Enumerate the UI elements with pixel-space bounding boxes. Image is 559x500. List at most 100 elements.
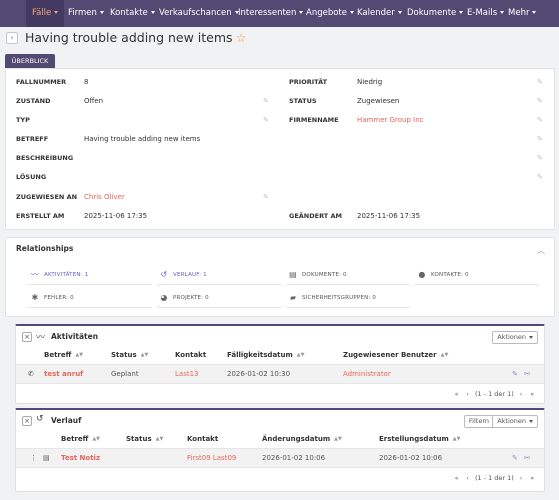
loesung-label: LÖSUNG: [16, 173, 47, 181]
prev-page-icon[interactable]: ‹: [466, 391, 469, 398]
nav-faelle[interactable]: Fälle: [26, 0, 65, 27]
tab-overview[interactable]: ÜBERBLICK: [5, 54, 55, 68]
nav-interessenten[interactable]: Interessenten: [238, 0, 304, 27]
prev-page-icon[interactable]: ‹: [466, 475, 469, 482]
sort-icon: ▲▼: [75, 352, 84, 358]
column-header-betreff[interactable]: Betreff ▲▼: [61, 435, 101, 443]
pagination: « ‹ (1 - 1 der 1) › »: [451, 474, 538, 482]
unlink-icon[interactable]: ⚯: [524, 454, 530, 462]
prioritaet-label: PRIORITÄT: [289, 78, 328, 86]
chevron-up-icon[interactable]: ︿: [537, 246, 545, 255]
kontakt-link[interactable]: First09 Last09: [187, 454, 237, 462]
title-bar: ‹ Having trouble adding new items ☆: [0, 27, 559, 51]
beschreibung-label: BESCHREIBUNG: [16, 154, 74, 162]
detail-panel: FALLNUMMER 8 ZUSTAND Offen ✎ TYP ✎ BETRE…: [5, 68, 555, 230]
rel-kontakte[interactable]: ● KONTAKTE: 0: [415, 267, 539, 285]
sort-icon: ▲▼: [440, 352, 449, 358]
pagination-label: (1 - 1 der 1): [474, 390, 514, 398]
edit-icon[interactable]: ✎: [512, 454, 518, 462]
next-page-icon[interactable]: ›: [519, 391, 523, 398]
fallnummer-label: FALLNUMMER: [16, 78, 67, 86]
nav-kontakte[interactable]: Kontakte: [110, 0, 155, 27]
nav-verkaufschancen[interactable]: Verkaufschancen: [159, 0, 239, 27]
erstellungsdatum-cell: 2026-01-02 10:06: [379, 454, 443, 462]
zugewiesen-link[interactable]: Chris Oliver: [84, 193, 125, 201]
chevron-down-icon: [459, 11, 464, 14]
rel-aktivitaeten[interactable]: 〰 AKTIVITÄTEN: 1: [28, 267, 152, 285]
column-header-erstellungsdatum[interactable]: Erstellungsdatum ▲▼: [379, 435, 461, 443]
betreff-link[interactable]: Test Notiz: [61, 454, 101, 462]
faelligkeitsdatum-cell: 2026-01-02 10:30: [227, 370, 291, 378]
edit-pencil-icon[interactable]: ✎: [537, 116, 543, 124]
nav-angebote[interactable]: Angebote: [306, 0, 354, 27]
bug-icon: ✱: [31, 293, 39, 302]
star-icon[interactable]: ☆: [235, 31, 247, 45]
betreff-label: BETREFF: [16, 135, 49, 143]
rel-fehler[interactable]: ✱ FEHLER: 0: [28, 290, 152, 308]
nav-dokumente[interactable]: Dokumente: [407, 0, 464, 27]
sort-icon: ▲▼: [296, 352, 305, 358]
rel-sicherheitsgruppen[interactable]: ▰ SICHERHEITSGRUPPEN: 0: [286, 290, 410, 308]
chevron-down-icon: [234, 11, 239, 14]
note-icon: ▤: [43, 454, 50, 462]
nav-mehr[interactable]: Mehr: [508, 0, 537, 27]
chevron-down-icon: [397, 11, 402, 14]
sort-icon: ▲▼: [155, 436, 164, 442]
column-header-kontakt: Kontakt: [187, 435, 219, 443]
status-value: Zugewiesen: [357, 97, 400, 105]
edit-pencil-icon[interactable]: ✎: [537, 135, 543, 143]
betreff-link[interactable]: test anruf: [44, 370, 84, 378]
sort-icon: ▲▼: [92, 436, 101, 442]
edit-pencil-icon[interactable]: ✎: [537, 78, 543, 86]
erstellt-value: 2025-11-06 17:35: [84, 212, 148, 220]
first-page-icon[interactable]: «: [454, 391, 459, 398]
last-page-icon[interactable]: »: [530, 475, 534, 482]
relationships-title: Relationships: [16, 244, 74, 253]
column-header-faelligkeitsdatum[interactable]: Fälligkeitsdatum ▲▼: [227, 351, 305, 359]
benutzer-link[interactable]: Administrator: [343, 370, 391, 378]
nav-firmen[interactable]: Firmen: [68, 0, 104, 27]
edit-pencil-icon[interactable]: ✎: [537, 173, 543, 181]
back-button[interactable]: ‹: [6, 32, 18, 44]
next-page-icon[interactable]: ›: [519, 475, 523, 482]
verlauf-subpanel: × ↺ Verlauf Filtern Aktionen Betreff ▲▼ S…: [15, 408, 545, 492]
aktionen-button[interactable]: Aktionen: [492, 415, 538, 428]
edit-pencil-icon[interactable]: ✎: [537, 97, 543, 105]
close-icon[interactable]: ×: [22, 332, 32, 342]
column-header-status[interactable]: Status ▲▼: [111, 351, 149, 359]
table-row: ⋮ ▤ Test Notiz First09 Last09 2026-01-02…: [16, 448, 544, 468]
edit-icon[interactable]: ✎: [512, 370, 518, 378]
last-page-icon[interactable]: »: [530, 391, 534, 398]
geaendert-value: 2025-11-06 17:35: [357, 212, 421, 220]
close-icon[interactable]: ×: [22, 416, 32, 426]
firmenname-link[interactable]: Hammer Group Inc: [357, 116, 424, 124]
chevron-down-icon: [532, 11, 537, 14]
aktionen-button[interactable]: Aktionen: [492, 331, 538, 344]
fallnummer-value: 8: [84, 78, 89, 86]
rel-dokumente[interactable]: ▤ DOKUMENTE: 0: [286, 267, 410, 285]
edit-pencil-icon[interactable]: ✎: [263, 193, 269, 201]
column-header-betreff[interactable]: Betreff ▲▼: [44, 351, 84, 359]
first-page-icon[interactable]: «: [454, 475, 459, 482]
status-label: STATUS: [289, 97, 317, 105]
column-header-zugewiesener-benutzer[interactable]: Zugewiesener Benutzer ▲▼: [343, 351, 449, 359]
sort-icon: ▲▼: [452, 436, 461, 442]
betreff-value: Having trouble adding new items: [84, 135, 201, 143]
sort-icon: ▲▼: [140, 352, 149, 358]
edit-pencil-icon[interactable]: ✎: [263, 116, 269, 124]
filtern-button[interactable]: Filtern: [463, 415, 494, 428]
geaendert-label: GEÄNDERT AM: [289, 212, 342, 220]
expand-icon[interactable]: ⋮: [30, 454, 37, 462]
rel-projekte[interactable]: ◕ PROJEKTE: 0: [157, 290, 281, 308]
rel-verlauf[interactable]: ↺ VERLAUF: 1: [157, 267, 281, 285]
subpanel-title: Aktivitäten: [51, 332, 99, 341]
edit-pencil-icon[interactable]: ✎: [263, 97, 269, 105]
zustand-value: Offen: [84, 97, 104, 105]
nav-kalender[interactable]: Kalender: [357, 0, 402, 27]
column-header-status[interactable]: Status ▲▼: [126, 435, 164, 443]
column-header-aenderungsdatum[interactable]: Änderungsdatum ▲▼: [262, 435, 342, 443]
kontakt-link[interactable]: Last13: [175, 370, 199, 378]
unlink-icon[interactable]: ⚯: [524, 370, 530, 378]
nav-emails[interactable]: E-Mails: [467, 0, 505, 27]
edit-pencil-icon[interactable]: ✎: [537, 154, 543, 162]
